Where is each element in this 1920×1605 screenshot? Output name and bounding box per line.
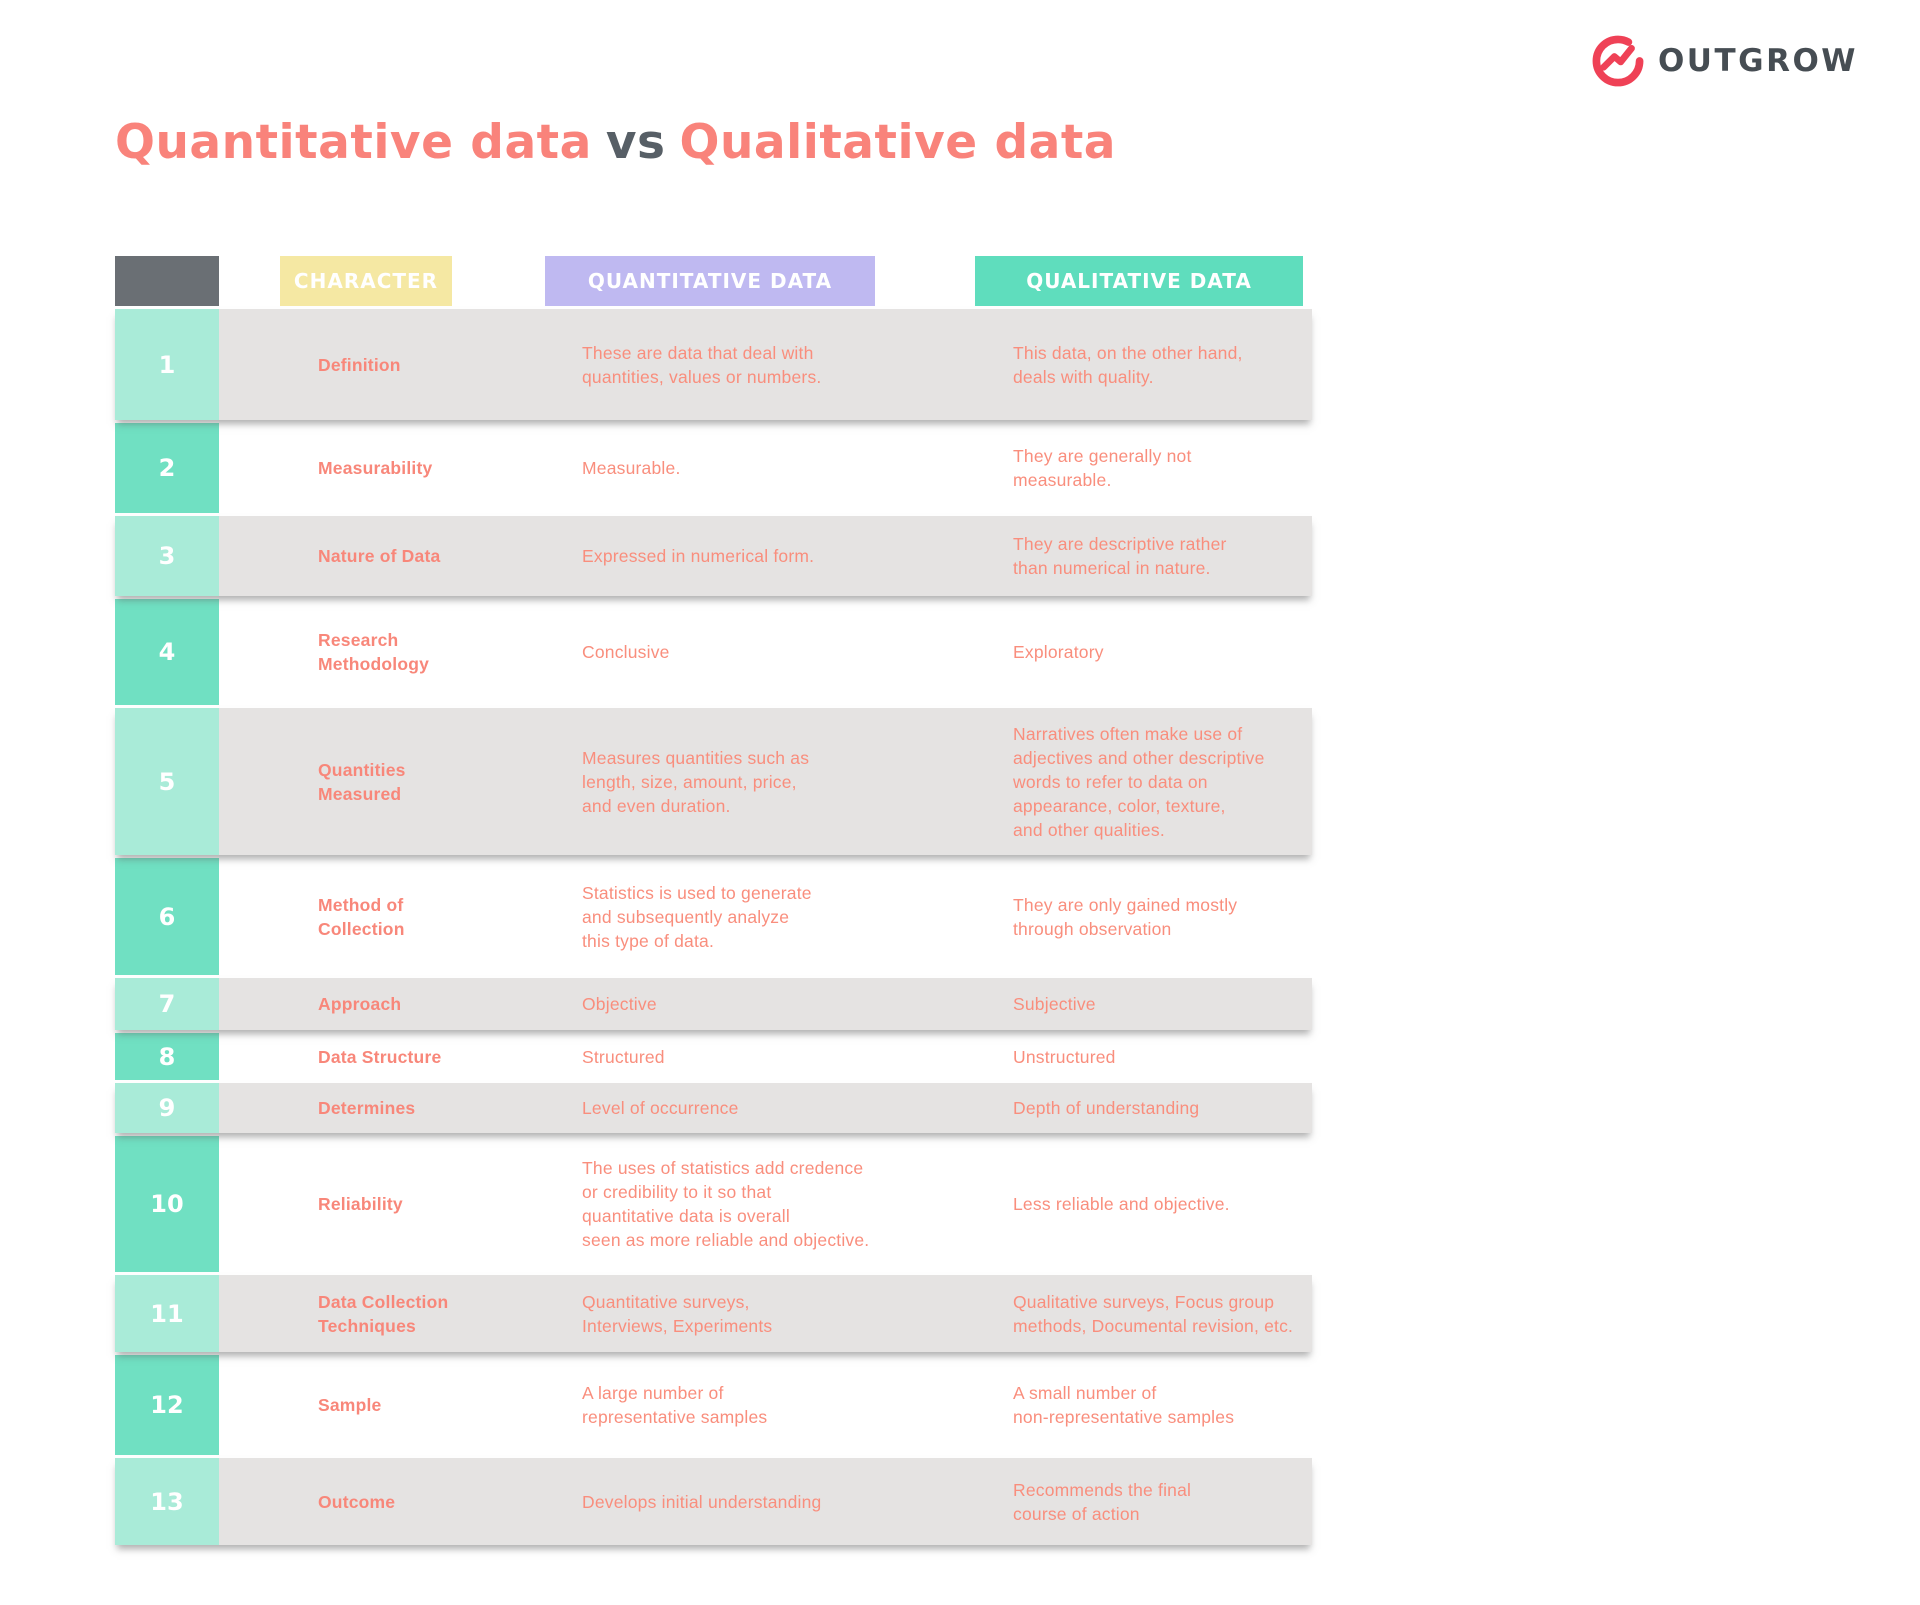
cell-qualitative: They are descriptive rather than numeric… [1013,534,1227,578]
cell-character: Nature of Data [318,546,441,566]
row-content: Data Structure Structured Unstructured [219,1033,1312,1080]
row-number: 8 [115,1033,219,1080]
row-number: 7 [115,978,219,1030]
cell-quantitative: These are data that deal with quantities… [582,342,822,387]
cell-character: Determines [318,1098,416,1118]
outgrow-logo: OUTGROW [1591,34,1858,88]
cell-quantitative: Measures quantities such as length, size… [582,747,810,816]
outgrow-ring-growth-icon [1592,35,1644,87]
row-content: Approach Objective Subjective [219,978,1312,1030]
cell-character: Data Collection Techniques [318,1291,449,1336]
cell-qualitative: A small number of non-representative sam… [1013,1383,1235,1427]
row-number: 2 [115,423,219,513]
row-number: 13 [115,1458,219,1545]
cell-quantitative: Objective [582,994,657,1014]
row-content: Sample A large number of representative s… [219,1355,1312,1455]
row-content: Definition These are data that deal with … [219,309,1312,420]
row-content: Data Collection Techniques Quantitative s… [219,1275,1312,1352]
table-row-11: 11 Data Collection Techniques Quantitative… [115,1275,1312,1352]
cell-character: Approach [318,994,402,1014]
row-number: 11 [115,1275,219,1352]
table-row-10: 10 Reliability The uses of statistics add … [115,1136,1312,1272]
row-number: 5 [115,708,219,855]
cell-qualitative: Less reliable and objective. [1013,1194,1230,1214]
table-row-2: 2 Measurability Measurable. They are genera… [115,423,1312,513]
table-corner-cell [115,256,219,306]
cell-quantitative: Conclusive [582,642,670,662]
table-row-12: 12 Sample A large number of representative… [115,1355,1312,1455]
cell-character: Method of Collection [318,894,405,939]
cell-quantitative: Quantitative surveys, Interviews, Experi… [582,1291,773,1336]
cell-character: Definition [318,354,401,375]
row-content: Nature of Data Expressed in numerical for… [219,516,1312,596]
cell-character: Outcome [318,1491,396,1512]
title-qualitative: Qualitative data [679,115,1117,171]
cell-character: Research Methodology [318,630,430,674]
table-row-9: 9 Determines Level of occurrence Depth of u… [115,1083,1312,1133]
row-content: Reliability The uses of statistics add cr… [219,1136,1312,1272]
table-row-1: 1 Definition These are data that deal with… [115,309,1312,420]
table-row-13: 13 Outcome Develops initial understanding R… [115,1458,1312,1545]
row-number: 4 [115,599,219,705]
cell-qualitative: They are only gained mostly through obse… [1013,894,1238,939]
table-row-5: 5 Quantities Measured Measures quantities … [115,708,1312,855]
cell-qualitative: This data, on the other hand, deals with… [1013,342,1243,387]
page-title: Quantitative data vs Qualitative data [115,115,1116,170]
cell-qualitative: Recommends the final course of action [1013,1479,1192,1524]
comparison-table: CHARACTER QUANTITATIVE DATA QUALITATIVE … [115,256,1312,1548]
row-content: Quantities Measured Measures quantities s… [219,708,1312,855]
cell-character: Measurability [318,458,433,478]
column-header-qualitative: QUALITATIVE DATA [975,256,1303,306]
cell-quantitative: Expressed in numerical form. [582,546,815,566]
row-content: Method of Collection Statistics is used t… [219,858,1312,975]
cell-quantitative: Level of occurrence [582,1098,739,1118]
row-content: Research Methodology Conclusive Explorator… [219,599,1312,705]
cell-qualitative: Depth of understanding [1013,1098,1200,1118]
cell-quantitative: Measurable. [582,458,681,478]
cell-character: Reliability [318,1194,403,1214]
row-number: 12 [115,1355,219,1455]
table-header-row: CHARACTER QUANTITATIVE DATA QUALITATIVE … [115,256,1312,306]
cell-character: Data Structure [318,1046,442,1067]
row-number: 9 [115,1083,219,1133]
table-row-8: 8 Data Structure Structured Unstructured [115,1033,1312,1080]
title-vs: vs [605,115,666,171]
row-content: Measurability Measurable. They are general… [219,423,1312,513]
cell-quantitative: Structured [582,1046,665,1067]
cell-qualitative: Narratives often make use of adjectives … [1013,723,1265,840]
cell-qualitative: Qualitative surveys, Focus group methods… [1013,1291,1294,1336]
row-number: 3 [115,516,219,596]
cell-qualitative: Exploratory [1013,642,1104,662]
cell-qualitative: They are generally not measurable. [1013,446,1192,490]
table-row-7: 7 Approach Objective Subjective [115,978,1312,1030]
cell-qualitative: Subjective [1013,994,1096,1014]
cell-quantitative: A large number of representative samples [582,1383,768,1427]
row-content: Outcome Develops initial understanding Rec… [219,1458,1312,1545]
row-content: Determines Level of occurrence Depth of un… [219,1083,1312,1133]
outgrow-logo-text: OUTGROW [1657,43,1858,79]
row-number: 6 [115,858,219,975]
cell-quantitative: The uses of statistics add credence or c… [582,1158,870,1250]
cell-quantitative: Statistics is used to generate and subse… [582,882,812,951]
table-body: 1 Definition These are data that deal with… [115,309,1312,1545]
column-header-character: CHARACTER [280,256,452,306]
cell-qualitative: Unstructured [1013,1046,1116,1067]
title-quantitative: Quantitative data [115,115,592,171]
table-row-4: 4 Research Methodology Conclusive Explorato… [115,599,1312,705]
table-row-6: 6 Method of Collection Statistics is used … [115,858,1312,975]
cell-quantitative: Develops initial understanding [582,1491,822,1512]
cell-character: Sample [318,1395,382,1415]
cell-character: Quantities Measured [318,759,406,804]
column-header-quantitative: QUANTITATIVE DATA [545,256,875,306]
row-number: 10 [115,1136,219,1272]
row-number: 1 [115,309,219,420]
table-row-3: 3 Nature of Data Expressed in numerical fo… [115,516,1312,596]
